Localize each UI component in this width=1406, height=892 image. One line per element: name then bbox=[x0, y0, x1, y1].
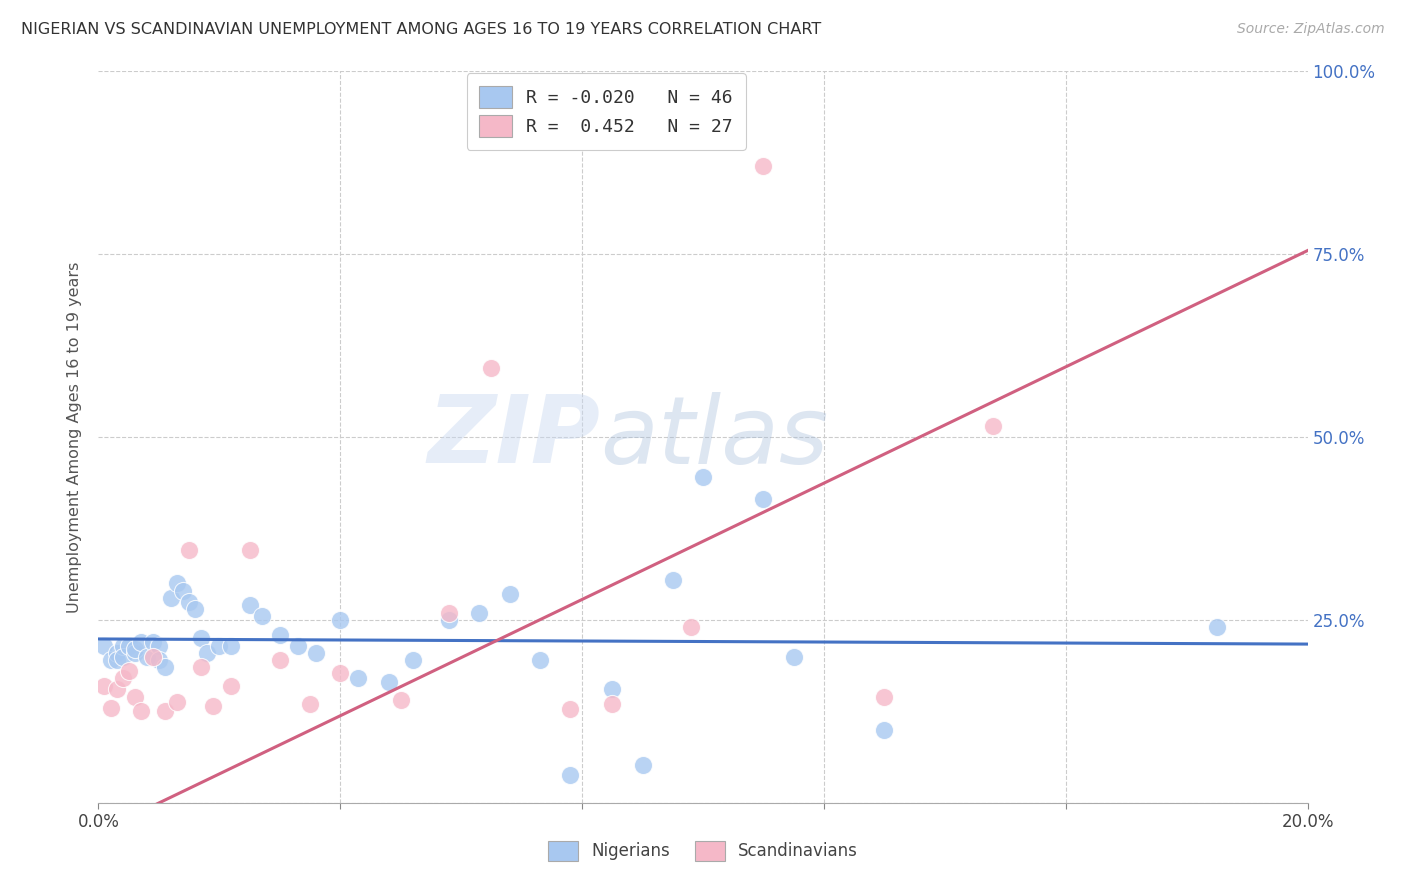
Point bbox=[389, 693, 412, 707]
Point bbox=[873, 690, 896, 704]
Point bbox=[118, 639, 141, 653]
Point bbox=[160, 591, 183, 605]
Point bbox=[93, 679, 115, 693]
Point bbox=[269, 653, 291, 667]
Point bbox=[239, 599, 262, 613]
Point bbox=[221, 679, 243, 693]
Point bbox=[190, 632, 212, 646]
Point bbox=[661, 573, 683, 587]
Point bbox=[347, 672, 370, 686]
Point bbox=[208, 639, 231, 653]
Point bbox=[752, 492, 775, 507]
Point bbox=[124, 642, 146, 657]
Point bbox=[153, 705, 176, 719]
Point bbox=[287, 639, 309, 653]
Point bbox=[142, 635, 165, 649]
Point bbox=[299, 697, 322, 711]
Text: atlas: atlas bbox=[600, 392, 828, 483]
Point bbox=[402, 653, 425, 667]
Point bbox=[329, 665, 352, 680]
Point bbox=[93, 639, 115, 653]
Point bbox=[873, 723, 896, 737]
Point bbox=[692, 470, 714, 484]
Point bbox=[166, 695, 188, 709]
Point bbox=[148, 639, 170, 653]
Point bbox=[179, 543, 201, 558]
Point bbox=[105, 653, 128, 667]
Point bbox=[129, 705, 152, 719]
Point bbox=[172, 583, 194, 598]
Point bbox=[111, 639, 134, 653]
Point bbox=[269, 627, 291, 641]
Point bbox=[529, 653, 551, 667]
Point bbox=[100, 653, 122, 667]
Point bbox=[981, 419, 1004, 434]
Point bbox=[105, 682, 128, 697]
Point bbox=[148, 653, 170, 667]
Point bbox=[111, 649, 134, 664]
Point bbox=[124, 646, 146, 660]
Point bbox=[752, 160, 775, 174]
Point bbox=[221, 639, 243, 653]
Y-axis label: Unemployment Among Ages 16 to 19 years: Unemployment Among Ages 16 to 19 years bbox=[67, 261, 83, 613]
Point bbox=[111, 672, 134, 686]
Point bbox=[124, 690, 146, 704]
Text: NIGERIAN VS SCANDINAVIAN UNEMPLOYMENT AMONG AGES 16 TO 19 YEARS CORRELATION CHAR: NIGERIAN VS SCANDINAVIAN UNEMPLOYMENT AM… bbox=[21, 22, 821, 37]
Point bbox=[437, 606, 460, 620]
Point bbox=[135, 649, 157, 664]
Point bbox=[118, 664, 141, 678]
Point bbox=[783, 649, 806, 664]
Point bbox=[166, 576, 188, 591]
Point bbox=[377, 675, 399, 690]
Point bbox=[153, 660, 176, 674]
Legend: Nigerians, Scandinavians: Nigerians, Scandinavians bbox=[541, 834, 865, 868]
Point bbox=[329, 613, 352, 627]
Point bbox=[250, 609, 273, 624]
Point bbox=[305, 646, 328, 660]
Point bbox=[1206, 620, 1229, 634]
Point bbox=[437, 613, 460, 627]
Point bbox=[184, 602, 207, 616]
Point bbox=[558, 702, 581, 716]
Point bbox=[179, 594, 201, 608]
Point bbox=[202, 698, 225, 713]
Point bbox=[631, 757, 654, 772]
Point bbox=[195, 646, 218, 660]
Point bbox=[481, 360, 503, 375]
Point bbox=[468, 606, 491, 620]
Point bbox=[558, 768, 581, 782]
Point bbox=[602, 697, 624, 711]
Text: ZIP: ZIP bbox=[427, 391, 600, 483]
Point bbox=[190, 660, 212, 674]
Point bbox=[129, 635, 152, 649]
Point bbox=[602, 682, 624, 697]
Point bbox=[679, 620, 702, 634]
Text: Source: ZipAtlas.com: Source: ZipAtlas.com bbox=[1237, 22, 1385, 37]
Point bbox=[100, 700, 122, 714]
Point bbox=[105, 646, 128, 660]
Point bbox=[498, 587, 520, 601]
Point bbox=[142, 649, 165, 664]
Point bbox=[239, 543, 262, 558]
